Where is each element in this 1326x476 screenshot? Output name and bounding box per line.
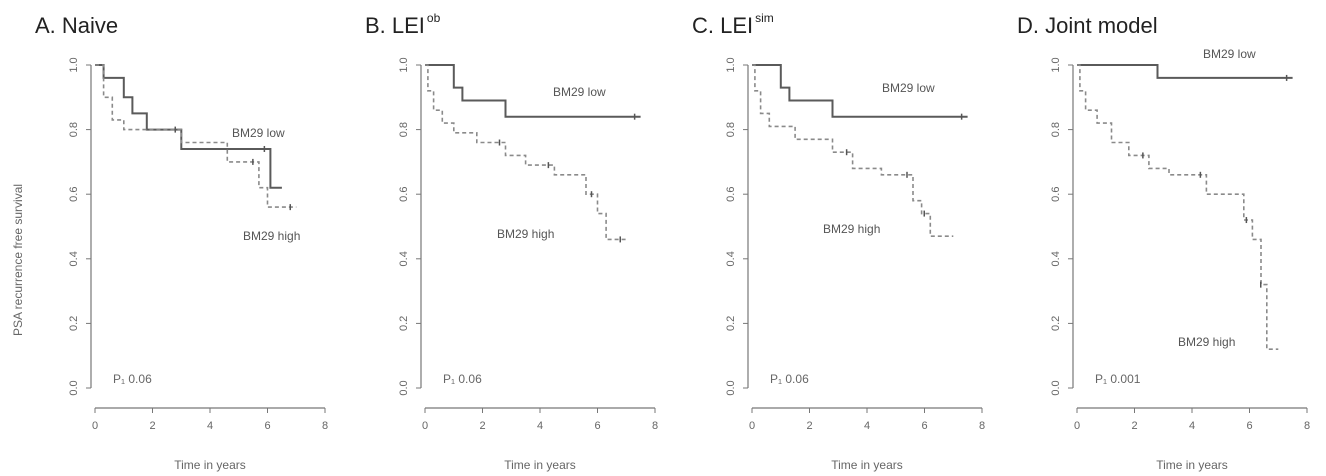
y-tick-label: 0.6 — [68, 187, 80, 202]
series-line-bm29-low — [95, 64, 282, 189]
p-value: P₁ 0.06 — [443, 372, 482, 386]
y-tick-label: 0.6 — [398, 187, 410, 202]
y-tick-label: 0.2 — [68, 316, 80, 331]
curve-label-bm29-low: BM29 low — [232, 126, 285, 140]
y-tick-label: 0.2 — [1050, 316, 1062, 331]
x-axis-label: Time in years — [1156, 458, 1228, 472]
panel-title-superscript: ob — [427, 11, 441, 25]
curve-label-bm29-high: BM29 high — [243, 229, 300, 243]
panel-title-superscript: sim — [755, 11, 774, 25]
p-value: P₁ 0.06 — [770, 372, 809, 386]
panel-B: B. LEI ob 0.0 0.2 0.4 0.6 0.8 1.0 0 2 4 6 8 Time in y… — [365, 11, 658, 472]
x-tick-label: 4 — [864, 420, 870, 432]
x-tick-label: 0 — [1074, 420, 1080, 432]
x-axis-label: Time in years — [831, 458, 903, 472]
p-value: P₁ 0.001 — [1095, 372, 1141, 386]
panel-C: C. LEI sim 0.0 0.2 0.4 0.6 0.8 1.0 0 2 4 6 8 Time in … — [692, 11, 985, 472]
panel-title: D. Joint model — [1017, 13, 1158, 38]
x-tick-label: 6 — [264, 420, 270, 432]
series-line-bm29-high — [1077, 64, 1279, 351]
x-tick-label: 2 — [1131, 420, 1137, 432]
panel-title: A. Naive — [35, 13, 118, 38]
x-tick-label: 6 — [921, 420, 927, 432]
y-tick-label: 0.4 — [68, 251, 80, 266]
y-tick-label: 0.6 — [725, 187, 737, 202]
x-tick-label: 0 — [422, 420, 428, 432]
y-tick-label: 0.0 — [398, 380, 410, 395]
panel-title: B. LEI — [365, 13, 425, 38]
series-line-bm29-high — [752, 64, 954, 237]
x-tick-label: 8 — [322, 420, 328, 432]
x-tick-label: 8 — [1304, 420, 1310, 432]
x-tick-label: 6 — [594, 420, 600, 432]
y-axis-label: PSA recurrence free survival — [11, 184, 25, 336]
curve-label-bm29-low: BM29 low — [553, 85, 606, 99]
y-tick-label: 0.0 — [1050, 380, 1062, 395]
panel-title: C. LEI — [692, 13, 753, 38]
y-tick-label: 0.2 — [725, 316, 737, 331]
curve-label-bm29-high: BM29 high — [823, 222, 880, 236]
x-tick-label: 8 — [652, 420, 658, 432]
x-tick-label: 2 — [479, 420, 485, 432]
x-axis-label: Time in years — [174, 458, 246, 472]
y-tick-label: 0.4 — [725, 251, 737, 266]
x-tick-label: 0 — [92, 420, 98, 432]
y-tick-label: 1.0 — [398, 57, 410, 72]
y-tick-label: 0.0 — [68, 380, 80, 395]
x-tick-label: 2 — [806, 420, 812, 432]
x-axis-label: Time in years — [504, 458, 576, 472]
series-line-bm29-high — [425, 64, 627, 241]
x-tick-label: 2 — [149, 420, 155, 432]
series-line-bm29-low — [1077, 64, 1293, 79]
x-tick-label: 8 — [979, 420, 985, 432]
x-tick-label: 4 — [537, 420, 543, 432]
series-line-bm29-low — [425, 64, 641, 118]
y-tick-label: 0.6 — [1050, 187, 1062, 202]
x-tick-label: 0 — [749, 420, 755, 432]
y-tick-label: 0.4 — [398, 251, 410, 266]
y-tick-label: 0.8 — [1050, 122, 1062, 137]
curve-label-bm29-high: BM29 high — [1178, 335, 1235, 349]
y-tick-label: 1.0 — [725, 57, 737, 72]
panel-A: A. Naive 0.0 0.2 0.4 0.6 0.8 1.0 0 2 4 6 8 Time in y… — [35, 13, 328, 472]
panel-D: D. Joint model 0.0 0.2 0.4 0.6 0.8 1.0 0 2 4 6 8 Tim… — [1017, 13, 1310, 472]
y-tick-label: 0.0 — [725, 380, 737, 395]
y-tick-label: 0.8 — [398, 122, 410, 137]
y-tick-label: 0.4 — [1050, 251, 1062, 266]
curve-label-bm29-high: BM29 high — [497, 227, 554, 241]
x-tick-label: 6 — [1246, 420, 1252, 432]
y-tick-label: 0.2 — [398, 316, 410, 331]
x-tick-label: 4 — [1189, 420, 1195, 432]
y-tick-label: 0.8 — [68, 122, 80, 137]
series-line-bm29-low — [752, 64, 968, 118]
curve-label-bm29-low: BM29 low — [882, 81, 935, 95]
x-tick-label: 4 — [207, 420, 213, 432]
series-line-bm29-high — [95, 64, 297, 208]
p-value: P₁ 0.06 — [113, 372, 152, 386]
y-tick-label: 1.0 — [1050, 57, 1062, 72]
y-tick-label: 0.8 — [725, 122, 737, 137]
y-tick-label: 1.0 — [68, 57, 80, 72]
curve-label-bm29-low: BM29 low — [1203, 47, 1256, 61]
